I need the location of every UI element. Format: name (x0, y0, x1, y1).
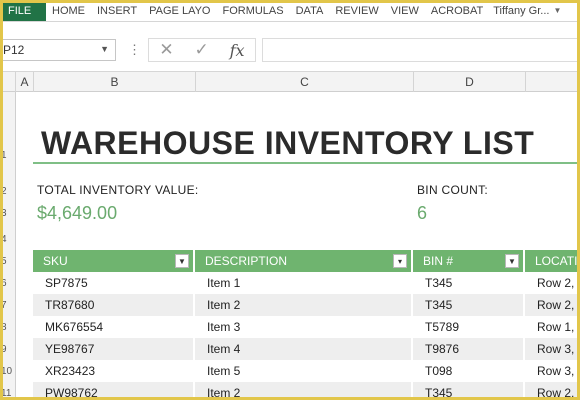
table-cell[interactable]: Item 4 (195, 338, 413, 360)
page-title: WAREHOUSE INVENTORY LIST (41, 125, 535, 161)
table-cell[interactable]: Item 1 (195, 272, 413, 294)
filter-dropdown-icon[interactable]: ▼ (505, 254, 519, 268)
table-cell[interactable]: Row 1, (525, 316, 580, 338)
chevron-down-icon[interactable]: ▼ (100, 44, 109, 54)
more-icon: ⋮ (128, 42, 141, 57)
table-cell[interactable]: Row 2, (525, 272, 580, 294)
sort-filter-icon[interactable]: ▾ (393, 254, 407, 268)
row-header[interactable]: 4 (1, 234, 7, 245)
column-header-d[interactable]: D (414, 72, 526, 92)
table-cell[interactable]: Item 3 (195, 316, 413, 338)
user-account[interactable]: Tiffany Gr... (493, 4, 550, 17)
header-sku[interactable]: SKU ▼ (33, 250, 195, 272)
column-header-b[interactable]: B (34, 72, 196, 92)
table-cell[interactable]: SP7875 (33, 272, 195, 294)
tab-file[interactable]: FILE (0, 0, 46, 21)
tab-review[interactable]: REVIEW (335, 4, 379, 17)
row-header[interactable]: 7 (1, 300, 7, 311)
header-label: BIN # (423, 254, 454, 268)
table-cell[interactable]: Row 3, (525, 338, 580, 360)
tab-view[interactable]: VIEW (390, 4, 419, 17)
table-cell[interactable]: Row 2, (525, 294, 580, 316)
formula-bar: P12 ▼ ⋮ ✕ ✓ fx (0, 22, 580, 72)
table-cell[interactable]: TR87680 (33, 294, 195, 316)
chevron-down-icon[interactable]: ▼ (553, 6, 562, 15)
row-header[interactable]: 3 (1, 208, 7, 219)
header-label: LOCATIO (535, 254, 580, 268)
function-icon[interactable]: fx (229, 40, 245, 60)
table-header: SKU ▼ DESCRIPTION ▾ BIN # ▼ LOCATIO (33, 250, 580, 272)
row-header[interactable]: 8 (1, 322, 7, 333)
table-row[interactable]: PW98762 Item 2 T345 Row 2, (33, 382, 580, 400)
formula-input[interactable] (262, 38, 580, 62)
total-value: $4,649.00 (37, 203, 118, 223)
tab-data[interactable]: DATA (295, 4, 324, 17)
bin-count-value: 6 (417, 203, 428, 223)
table-cell[interactable]: Row 2, (525, 382, 580, 400)
table-cell[interactable]: Item 5 (195, 360, 413, 382)
header-description[interactable]: DESCRIPTION ▾ (195, 250, 413, 272)
row-header[interactable]: 5 (1, 256, 7, 267)
header-bin[interactable]: BIN # ▼ (413, 250, 525, 272)
title-divider (33, 162, 580, 164)
table-row[interactable]: SP7875 Item 1 T345 Row 2, (33, 272, 580, 294)
select-all-corner[interactable] (0, 72, 16, 92)
column-header-c[interactable]: C (196, 72, 414, 92)
table-cell[interactable]: T345 (413, 294, 525, 316)
name-box[interactable]: P12 ▼ (0, 39, 116, 61)
table-row[interactable]: TR87680 Item 2 T345 Row 2, (33, 294, 580, 316)
table-cell[interactable]: XR23423 (33, 360, 195, 382)
table-cell[interactable]: Item 2 (195, 382, 413, 400)
header-label: SKU (43, 254, 68, 268)
header-location[interactable]: LOCATIO (525, 250, 580, 272)
table-cell[interactable]: Row 3, (525, 360, 580, 382)
tab-page-layout[interactable]: PAGE LAYO (149, 4, 211, 17)
table-body: SP7875 Item 1 T345 Row 2, TR87680 Item 2 T345 R… (33, 272, 580, 400)
tab-insert[interactable]: INSERT (97, 4, 138, 17)
table-cell[interactable]: Item 2 (195, 294, 413, 316)
tab-home[interactable]: HOME (52, 4, 85, 17)
table-cell[interactable]: MK676554 (33, 316, 195, 338)
table-row[interactable]: YE98767 Item 4 T9876 Row 3, (33, 338, 580, 360)
bin-count-label: BIN COUNT: (417, 183, 489, 197)
table-cell[interactable]: PW98762 (33, 382, 195, 400)
table-cell[interactable]: T9876 (413, 338, 525, 360)
row-headers: 1 2 3 4 5 6 7 8 9 10 11 (0, 92, 16, 400)
table-cell[interactable]: T5789 (413, 316, 525, 338)
table-row[interactable]: MK676554 Item 3 T5789 Row 1, (33, 316, 580, 338)
worksheet[interactable]: WAREHOUSE INVENTORY LIST TOTAL INVENTORY… (17, 92, 580, 400)
row-header[interactable]: 2 (1, 186, 7, 197)
tab-formulas[interactable]: FORMULAS (222, 4, 284, 17)
row-header[interactable]: 6 (1, 278, 7, 289)
row-header[interactable]: 1 (1, 150, 7, 161)
ribbon-tabs: FILE HOME INSERT PAGE LAYO FORMULAS DATA… (0, 0, 580, 22)
header-label: DESCRIPTION (205, 254, 288, 268)
table-cell[interactable]: YE98767 (33, 338, 195, 360)
table-cell[interactable]: T098 (413, 360, 525, 382)
tab-acrobat[interactable]: ACROBAT (430, 4, 484, 17)
row-header[interactable]: 10 (1, 366, 13, 377)
close-icon[interactable]: ✕ (159, 40, 174, 59)
row-header[interactable]: 9 (1, 344, 7, 355)
check-icon[interactable]: ✓ (194, 40, 209, 59)
row-header[interactable]: 11 (1, 388, 12, 399)
column-header-e[interactable] (526, 72, 580, 92)
column-headers: A B C D (0, 72, 580, 92)
total-value-label: TOTAL INVENTORY VALUE: (37, 183, 199, 197)
column-header-a[interactable]: A (16, 72, 34, 92)
table-cell[interactable]: T345 (413, 382, 525, 400)
formula-buttons: ✕ ✓ fx (148, 38, 256, 62)
name-box-value: P12 (3, 43, 25, 57)
table-cell[interactable]: T345 (413, 272, 525, 294)
table-row[interactable]: XR23423 Item 5 T098 Row 3, (33, 360, 580, 382)
filter-dropdown-icon[interactable]: ▼ (175, 254, 189, 268)
